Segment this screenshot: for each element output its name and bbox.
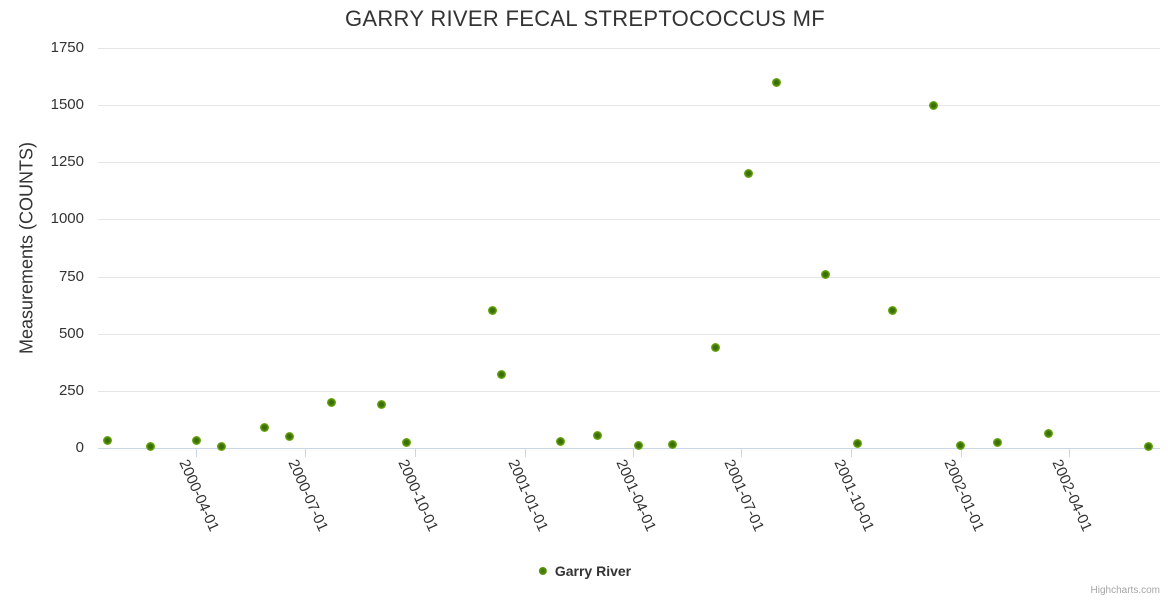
y-axis-title: Measurements (COUNTS): [16, 141, 37, 355]
data-point[interactable]: [667, 440, 677, 450]
data-point[interactable]: [259, 422, 269, 432]
data-point[interactable]: [488, 306, 498, 316]
x-tick-mark: [304, 449, 306, 457]
x-tick-label: 2002-01-01: [940, 457, 988, 535]
data-point[interactable]: [1143, 442, 1153, 452]
data-point[interactable]: [216, 442, 226, 452]
data-point[interactable]: [929, 100, 939, 110]
gridline-y-1250: [98, 162, 1160, 164]
y-tick-label: 750: [58, 267, 84, 285]
data-point[interactable]: [593, 430, 603, 440]
x-tick-mark: [524, 449, 526, 457]
x-tick-label: 2002-04-01: [1048, 457, 1096, 535]
x-axis-line: [98, 448, 1160, 449]
chart-title: GARRY RIVER FECAL STREPTOCOCCUS MF: [344, 6, 826, 31]
y-tick-label: 500: [58, 324, 84, 342]
y-tick-label: 1500: [50, 96, 84, 114]
y-tick-label: 250: [58, 381, 84, 399]
y-tick-label: 1250: [50, 153, 84, 171]
data-point[interactable]: [992, 437, 1002, 447]
data-point[interactable]: [402, 437, 412, 447]
y-tick-label: 0: [75, 439, 84, 456]
x-tick-label: 2000-07-01: [284, 457, 332, 535]
x-tick-mark: [851, 449, 853, 457]
gridline-y-750: [98, 276, 1160, 278]
x-tick-mark: [632, 449, 634, 457]
gridline-y-1000: [98, 219, 1160, 221]
legend-label: Garry River: [554, 563, 632, 579]
x-tick-label: 2001-07-01: [720, 457, 768, 535]
y-tick-label: 1750: [50, 39, 84, 56]
x-tick-mark: [414, 449, 416, 457]
x-tick-mark: [1069, 449, 1071, 457]
x-tick-mark: [961, 449, 963, 457]
data-point[interactable]: [556, 436, 566, 446]
data-point[interactable]: [146, 441, 156, 451]
data-point[interactable]: [284, 432, 294, 442]
data-point[interactable]: [771, 77, 781, 87]
gridline-y-250: [98, 390, 1160, 392]
data-point[interactable]: [103, 435, 113, 445]
data-point[interactable]: [634, 441, 644, 451]
data-point[interactable]: [326, 397, 336, 407]
gridline-y-500: [98, 333, 1160, 335]
data-point[interactable]: [887, 306, 897, 316]
legend-item-garry-river[interactable]: Garry River: [538, 563, 632, 579]
data-point[interactable]: [1044, 428, 1054, 438]
data-point[interactable]: [191, 435, 201, 445]
x-tick-label: 2001-04-01: [612, 457, 659, 535]
x-tick-mark: [741, 449, 743, 457]
data-point[interactable]: [744, 169, 754, 179]
data-point[interactable]: [820, 269, 830, 279]
x-tick-label: 2001-01-01: [504, 457, 552, 535]
y-tick-label: 1000: [50, 210, 84, 228]
highcharts-credits-link[interactable]: Highcharts.com: [1090, 585, 1160, 596]
x-tick-label: 2001-10-01: [830, 457, 878, 535]
gridline-y-1500: [98, 105, 1160, 107]
legend-marker-icon: [538, 567, 547, 575]
data-point[interactable]: [955, 441, 965, 451]
x-tick-label: 2000-04-01: [175, 457, 223, 535]
data-point[interactable]: [496, 370, 506, 380]
data-point[interactable]: [376, 400, 386, 410]
data-point[interactable]: [852, 438, 862, 448]
data-point[interactable]: [710, 342, 720, 352]
x-tick-label: 2000-10-01: [394, 457, 442, 535]
x-tick-mark: [196, 449, 198, 457]
gridline-y-1750: [98, 48, 1160, 49]
